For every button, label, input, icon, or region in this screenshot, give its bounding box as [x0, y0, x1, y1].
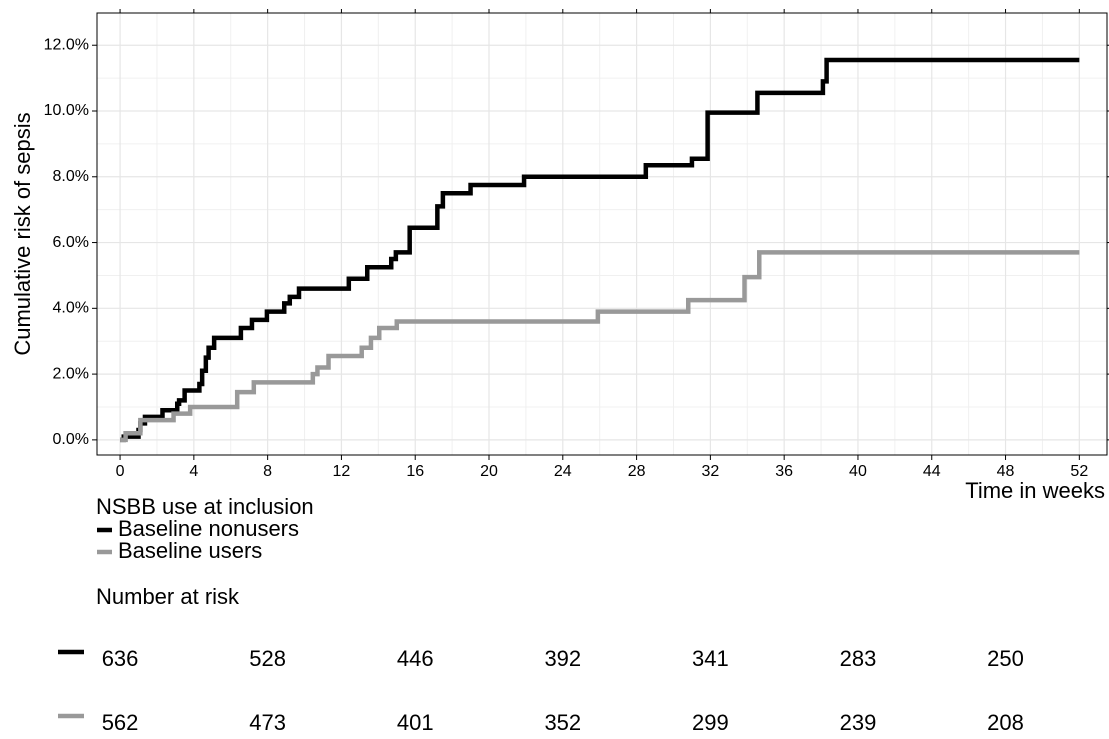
risk-count: 636 [102, 646, 139, 671]
x-tick-label: 40 [849, 463, 867, 480]
risk-count: 392 [544, 646, 581, 671]
x-tick-label: 52 [1070, 463, 1088, 480]
x-tick-label: 8 [263, 463, 272, 480]
risk-count: 299 [692, 710, 729, 734]
y-tick-label: 6.0% [53, 234, 89, 251]
x-tick-label: 28 [628, 463, 646, 480]
risk-count: 401 [397, 710, 434, 734]
legend-label: Baseline users [118, 538, 262, 563]
x-tick-label: 16 [406, 463, 424, 480]
x-tick-label: 4 [189, 463, 198, 480]
risk-count: 446 [397, 646, 434, 671]
x-tick-label: 0 [116, 463, 125, 480]
risk-count: 352 [544, 710, 581, 734]
x-tick-label: 44 [923, 463, 941, 480]
risk-count: 528 [249, 646, 286, 671]
y-tick-label: 12.0% [44, 36, 89, 53]
step-line [120, 250, 1080, 443]
x-tick-label: 32 [701, 463, 719, 480]
y-tick-label: 2.0% [53, 365, 89, 382]
y-tick-label: 8.0% [53, 168, 89, 185]
risk-count: 473 [249, 710, 286, 734]
x-axis-title: Time in weeks [965, 478, 1105, 503]
x-tick-label: 24 [554, 463, 572, 480]
risk-count: 283 [840, 646, 877, 671]
x-tick-label: 48 [997, 463, 1015, 480]
y-tick-label: 10.0% [44, 102, 89, 119]
legend-label: Baseline nonusers [118, 516, 299, 541]
plot-frame [96, 12, 1108, 456]
y-tick-label: 4.0% [53, 300, 89, 317]
risk-count: 208 [987, 710, 1024, 734]
risk-count: 239 [840, 710, 877, 734]
x-tick-label: 36 [775, 463, 793, 480]
risk-table-title: Number at risk [96, 584, 240, 609]
risk-count: 250 [987, 646, 1024, 671]
risk-count: 562 [102, 710, 139, 734]
step-line [120, 57, 1080, 443]
x-tick-label: 12 [333, 463, 351, 480]
legend-title: NSBB use at inclusion [96, 494, 314, 519]
x-tick-label: 20 [480, 463, 498, 480]
y-axis-title: Cumulative risk of sepsis [10, 112, 35, 355]
risk-count: 341 [692, 646, 729, 671]
y-tick-label: 0.0% [53, 431, 89, 448]
